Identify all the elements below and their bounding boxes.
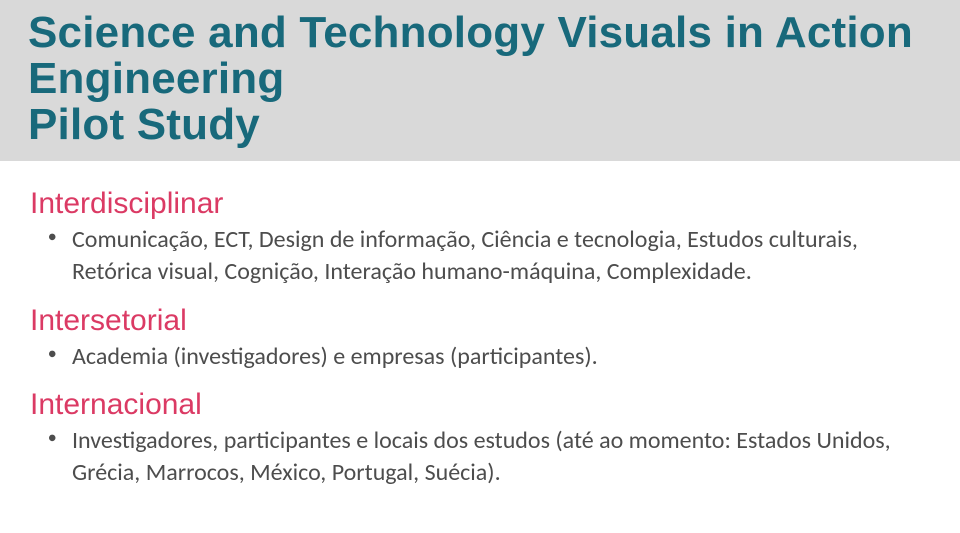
- content-area: Interdisciplinar Comunicação, ECT, Desig…: [0, 161, 960, 488]
- heading-internacional: Internacional: [30, 388, 930, 421]
- list-internacional: Investigadores, participantes e locais d…: [30, 425, 930, 488]
- list-item: Comunicação, ECT, Design de informação, …: [72, 224, 930, 287]
- list-interdisciplinar: Comunicação, ECT, Design de informação, …: [30, 224, 930, 287]
- title-line-1: Science and Technology Visuals in Action…: [28, 8, 913, 103]
- page-title: Science and Technology Visuals in Action…: [28, 10, 932, 147]
- list-intersetorial: Academia (investigadores) e empresas (pa…: [30, 341, 930, 373]
- title-bar: Science and Technology Visuals in Action…: [0, 0, 960, 161]
- list-item: Investigadores, participantes e locais d…: [72, 425, 930, 488]
- heading-interdisciplinar: Interdisciplinar: [30, 187, 930, 220]
- title-line-2: Pilot Study: [28, 100, 260, 149]
- heading-intersetorial: Intersetorial: [30, 304, 930, 337]
- list-item: Academia (investigadores) e empresas (pa…: [72, 341, 930, 373]
